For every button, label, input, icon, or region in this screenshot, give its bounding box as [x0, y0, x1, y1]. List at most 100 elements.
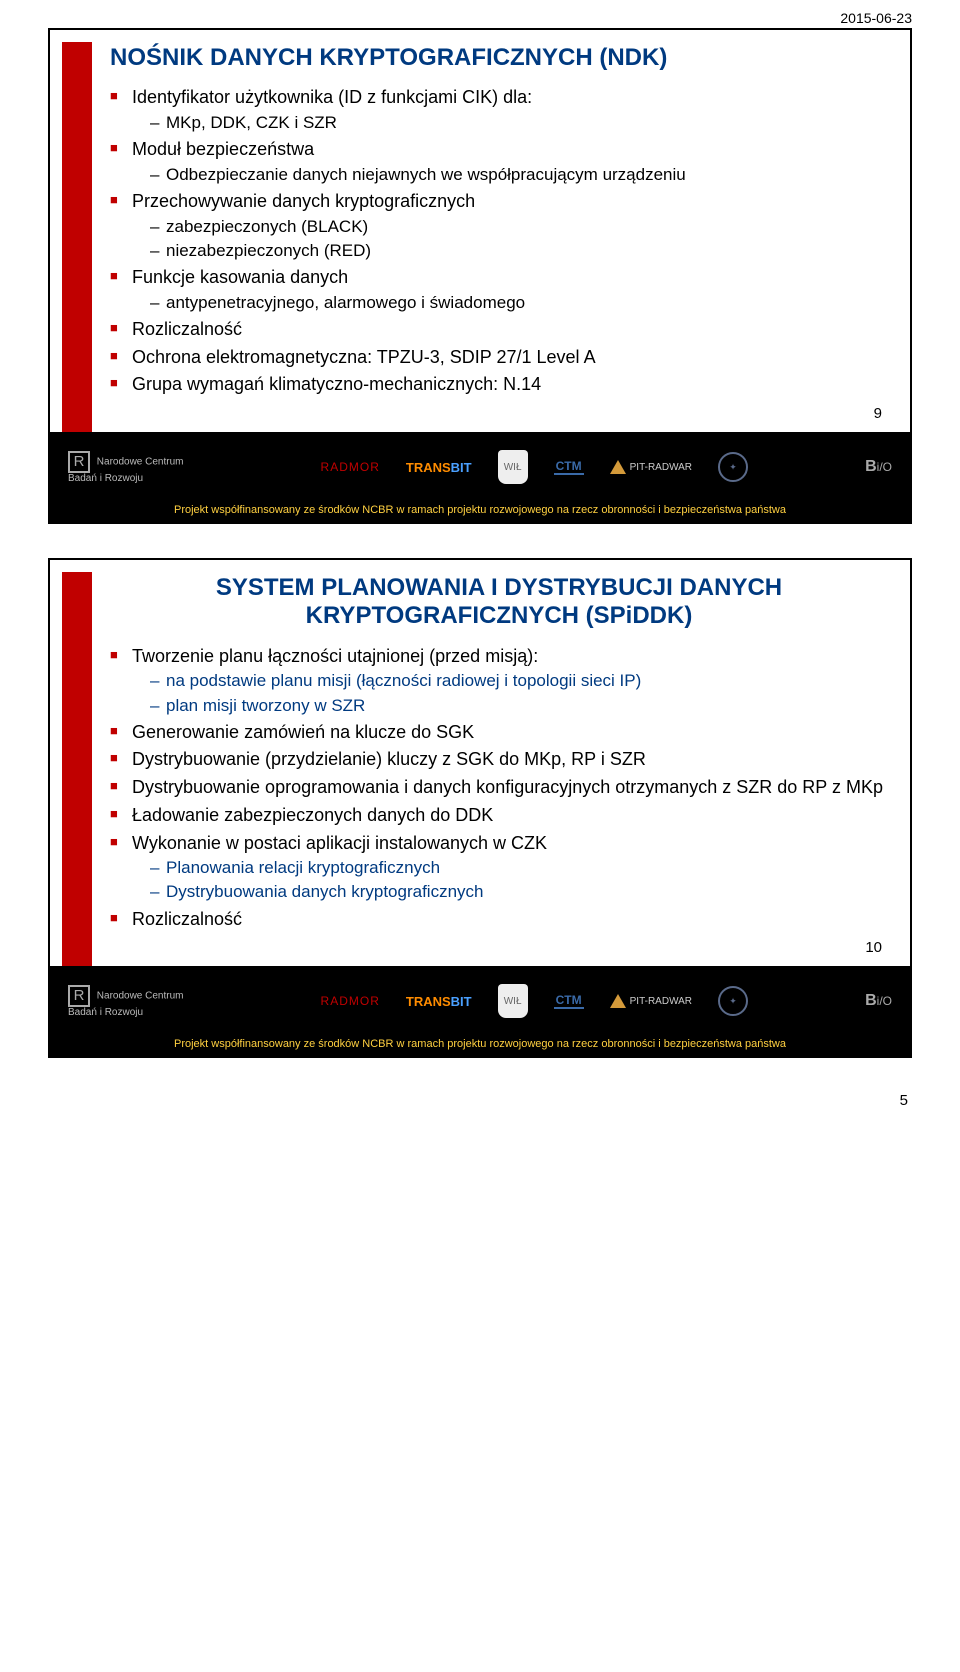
bio-rest: i/O — [877, 460, 892, 474]
transbit-a: TRANS — [406, 460, 451, 475]
bullet-item: Ochrona elektromagnetyczna: TPZU-3, SDIP… — [110, 346, 888, 370]
bullet-list: Identyfikator użytkownika (ID z funkcjam… — [110, 86, 888, 397]
footer-logos: R Narodowe CentrumBadań i Rozwoju RADMOR… — [50, 432, 910, 492]
footer-logos: R Narodowe CentrumBadań i Rozwoju RADMOR… — [50, 966, 910, 1026]
bullet-item: Rozliczalność — [110, 908, 888, 932]
bio-b: B — [865, 458, 877, 475]
bullet-text: Przechowywanie danych kryptograficznych — [132, 191, 475, 211]
bullet-text: Rozliczalność — [132, 909, 242, 929]
sub-list: na podstawie planu misji (łączności radi… — [132, 670, 888, 716]
slide-footer: R Narodowe CentrumBadań i Rozwoju RADMOR… — [50, 966, 910, 1056]
ctm-logo: CTM — [554, 993, 584, 1009]
sub-item: Dystrybuowania danych kryptograficznych — [150, 881, 888, 903]
bullet-text: Dystrybuowanie oprogramowania i danych k… — [132, 777, 883, 797]
transbit-b: BIT — [451, 994, 472, 1009]
pitradwar-icon — [610, 460, 626, 474]
pitradwar-logo: PIT-RADWAR — [610, 460, 692, 474]
radmor-logo: RADMOR — [301, 460, 380, 474]
sub-list: zabezpieczonych (BLACK)niezabezpieczonyc… — [132, 216, 888, 262]
sub-item: MKp, DDK, CZK i SZR — [150, 112, 888, 134]
bullet-text: Rozliczalność — [132, 319, 242, 339]
bullet-item: Rozliczalność — [110, 318, 888, 342]
bullet-text: Identyfikator użytkownika (ID z funkcjam… — [132, 87, 532, 107]
sub-item: zabezpieczonych (BLACK) — [150, 216, 888, 238]
bullet-text: Ładowanie zabezpieczonych danych do DDK — [132, 805, 493, 825]
transbit-b: BIT — [451, 460, 472, 475]
radmor-text: RADMOR — [321, 460, 380, 474]
bullet-text: Dystrybuowanie (przydzielanie) kluczy z … — [132, 749, 646, 769]
logo-group-left: R Narodowe CentrumBadań i Rozwoju — [68, 985, 184, 1018]
ctm-logo: CTM — [554, 459, 584, 475]
bullet-list: Tworzenie planu łączności utajnionej (pr… — [110, 645, 888, 932]
logo-row-middle: RADMOR TRANSBIT WIŁ CTM PIT-RADWAR ✦ — [301, 984, 749, 1018]
transbit-logo: TRANSBIT — [406, 460, 472, 475]
bullet-text: Ochrona elektromagnetyczna: TPZU-3, SDIP… — [132, 347, 596, 367]
bullet-item: Tworzenie planu łączności utajnionej (pr… — [110, 645, 888, 717]
sub-item: antypenetracyjnego, alarmowego i świadom… — [150, 292, 888, 314]
sub-item: niezabezpieczonych (RED) — [150, 240, 888, 262]
bullet-item: Generowanie zamówień na klucze do SGK — [110, 721, 888, 745]
pitradwar-logo: PIT-RADWAR — [610, 994, 692, 1008]
bullet-item: Przechowywanie danych kryptograficznych z… — [110, 190, 888, 262]
pitradwar-text: PIT-RADWAR — [630, 996, 692, 1007]
slide-title: NOŚNIK DANYCH KRYPTOGRAFICZNYCH (NDK) — [110, 44, 888, 72]
radmor-text: RADMOR — [321, 994, 380, 1008]
ncbr-logo: R Narodowe CentrumBadań i Rozwoju — [68, 985, 184, 1018]
bio-b: B — [865, 992, 877, 1009]
pitradwar-text: PIT-RADWAR — [630, 462, 692, 473]
bullet-item: Wykonanie w postaci aplikacji instalowan… — [110, 832, 888, 904]
bullet-text: Moduł bezpieczeństwa — [132, 139, 314, 159]
slide-10: SYSTEM PLANOWANIA I DYSTRYBUCJI DANYCH K… — [48, 558, 912, 1058]
seal-icon: ✦ — [718, 452, 748, 482]
pitradwar-icon — [610, 994, 626, 1008]
page-number: 5 — [48, 1092, 912, 1109]
bullet-item: Ładowanie zabezpieczonych danych do DDK — [110, 804, 888, 828]
slide-content: SYSTEM PLANOWANIA I DYSTRYBUCJI DANYCH K… — [92, 560, 910, 966]
bullet-item: Grupa wymagań klimatyczno-mechanicznych:… — [110, 373, 888, 397]
sub-list: Planowania relacji kryptograficznychDyst… — [132, 857, 888, 903]
slide-number: 10 — [110, 939, 888, 956]
accent-bar — [62, 572, 92, 966]
sub-list: MKp, DDK, CZK i SZR — [132, 112, 888, 134]
logo-group-left: R Narodowe CentrumBadań i Rozwoju — [68, 451, 184, 484]
sub-item: plan misji tworzony w SZR — [150, 695, 888, 717]
seal-icon: ✦ — [718, 986, 748, 1016]
radmor-icon — [301, 994, 317, 1008]
bullet-item: Dystrybuowanie oprogramowania i danych k… — [110, 776, 888, 800]
accent-bar — [62, 42, 92, 432]
logo-row-middle: RADMOR TRANSBIT WIŁ CTM PIT-RADWAR ✦ — [301, 450, 749, 484]
bullet-text: Tworzenie planu łączności utajnionej (pr… — [132, 646, 538, 666]
bullet-item: Moduł bezpieczeństwa Odbezpieczanie danyc… — [110, 138, 888, 186]
bullet-text: Funkcje kasowania danych — [132, 267, 348, 287]
sub-item: Planowania relacji kryptograficznych — [150, 857, 888, 879]
ncbr-r-icon: R — [68, 985, 90, 1007]
ncbr-logo: R Narodowe CentrumBadań i Rozwoju — [68, 451, 184, 484]
logo-group-right: Bi/O — [865, 992, 892, 1010]
bio-logo: Bi/O — [865, 458, 892, 476]
sub-item: Odbezpieczanie danych niejawnych we wspó… — [150, 164, 888, 186]
bullet-text: Grupa wymagań klimatyczno-mechanicznych:… — [132, 374, 541, 394]
footer-text: Projekt współfinansowany ze środków NCBR… — [50, 504, 910, 516]
wil-crest-icon: WIŁ — [498, 984, 528, 1018]
bullet-item: Funkcje kasowania danych antypenetracyjne… — [110, 266, 888, 314]
slide-footer: R Narodowe CentrumBadań i Rozwoju RADMOR… — [50, 432, 910, 522]
bullet-item: Dystrybuowanie (przydzielanie) kluczy z … — [110, 748, 888, 772]
slide-title: SYSTEM PLANOWANIA I DYSTRYBUCJI DANYCH K… — [110, 574, 888, 631]
sub-item: na podstawie planu misji (łączności radi… — [150, 670, 888, 692]
bullet-text: Generowanie zamówień na klucze do SGK — [132, 722, 474, 742]
bullet-text: Wykonanie w postaci aplikacji instalowan… — [132, 833, 547, 853]
slide-content: NOŚNIK DANYCH KRYPTOGRAFICZNYCH (NDK) Id… — [92, 30, 910, 432]
transbit-logo: TRANSBIT — [406, 994, 472, 1009]
slide-number: 9 — [110, 405, 888, 422]
sub-list: Odbezpieczanie danych niejawnych we wspó… — [132, 164, 888, 186]
ncbr-r-icon: R — [68, 451, 90, 473]
sub-list: antypenetracyjnego, alarmowego i świadom… — [132, 292, 888, 314]
bio-rest: i/O — [877, 994, 892, 1008]
bullet-item: Identyfikator użytkownika (ID z funkcjam… — [110, 86, 888, 134]
footer-text: Projekt współfinansowany ze środków NCBR… — [50, 1038, 910, 1050]
radmor-logo: RADMOR — [301, 994, 380, 1008]
wil-crest-icon: WIŁ — [498, 450, 528, 484]
transbit-a: TRANS — [406, 994, 451, 1009]
page-date: 2015-06-23 — [840, 10, 912, 26]
logo-group-right: Bi/O — [865, 458, 892, 476]
